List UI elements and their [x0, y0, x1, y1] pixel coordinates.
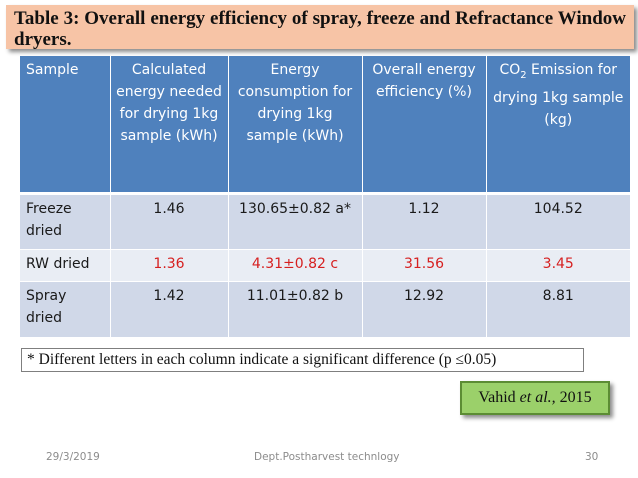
cell-co2: 104.52 [486, 193, 630, 250]
slide-title-box: Table 3: Overall energy efficiency of sp… [6, 5, 634, 50]
co2-prefix: CO [499, 62, 521, 78]
table-header-row: Sample Calculated energy needed for dryi… [20, 56, 630, 195]
significance-note: * Different letters in each column indic… [21, 348, 584, 372]
citation-etal: et al., [519, 389, 556, 406]
cell-calculated: 1.36 [110, 249, 229, 282]
table-row: Freeze dried 1.46 130.65±0.82 a* 1.12 10… [20, 193, 630, 250]
cell-consumption: 130.65±0.82 a* [228, 193, 363, 250]
cell-efficiency: 12.92 [362, 281, 487, 338]
cell-sample: Spray dried [20, 281, 111, 338]
citation-box: Vahid et al., 2015 [460, 381, 610, 415]
header-energy-consumption: Energy consumption for drying 1kg sample… [228, 56, 363, 195]
header-calculated-energy: Calculated energy needed for drying 1kg … [110, 56, 229, 195]
table-row: Spray dried 1.42 11.01±0.82 b 12.92 8.81 [20, 281, 630, 338]
footer-department: Dept.Postharvest technlogy [254, 451, 400, 463]
cell-co2: 3.45 [486, 249, 630, 282]
cell-calculated: 1.46 [110, 193, 229, 250]
cell-calculated: 1.42 [110, 281, 229, 338]
co2-subscript: 2 [520, 69, 527, 81]
citation-author: Vahid [478, 389, 520, 406]
header-sample: Sample [20, 56, 111, 195]
cell-consumption: 11.01±0.82 b [228, 281, 363, 338]
energy-efficiency-table: Sample Calculated energy needed for dryi… [20, 56, 630, 338]
footer-page-number: 30 [585, 451, 599, 463]
cell-efficiency: 1.12 [362, 193, 487, 250]
cell-sample: Freeze dried [20, 193, 111, 250]
co2-suffix: Emission for drying 1kg sample (kg) [493, 62, 624, 128]
citation-year: 2015 [555, 389, 592, 406]
footer-date: 29/3/2019 [46, 451, 100, 463]
header-co2-emission: CO2 Emission for drying 1kg sample (kg) [486, 56, 630, 195]
cell-efficiency: 31.56 [362, 249, 487, 282]
slide-title: Table 3: Overall energy efficiency of sp… [14, 8, 626, 50]
cell-sample: RW dried [20, 249, 111, 282]
header-overall-efficiency: Overall energy efficiency (%) [362, 56, 487, 195]
cell-co2: 8.81 [486, 281, 630, 338]
cell-consumption: 4.31±0.82 c [228, 249, 363, 282]
table-row-highlighted: RW dried 1.36 4.31±0.82 c 31.56 3.45 [20, 249, 630, 282]
